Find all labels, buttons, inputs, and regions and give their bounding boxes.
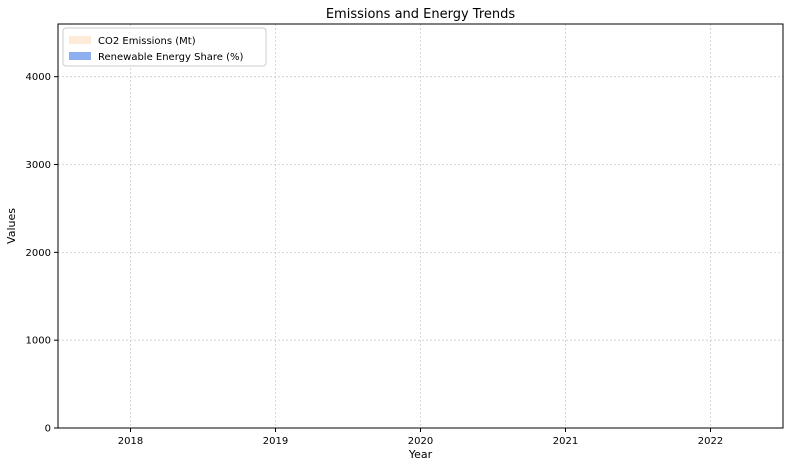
- x-tick-label: 2021: [553, 436, 578, 447]
- y-tick-label: 1000: [26, 336, 51, 347]
- legend-swatch: [69, 36, 91, 44]
- y-axis-label: Values: [5, 208, 18, 244]
- legend-box: [62, 27, 267, 67]
- legend: CO2 Emissions (Mt) Renewable Energy Share…: [62, 27, 267, 67]
- chart-title: Emissions and Energy Trends: [326, 7, 516, 22]
- x-axis-label: Year: [408, 448, 433, 461]
- legend-swatch: [69, 52, 91, 60]
- x-tick-label: 2019: [263, 436, 288, 447]
- grid-lines: [58, 24, 783, 428]
- x-tick-label: 2018: [118, 436, 143, 447]
- x-tick-label: 2020: [408, 436, 433, 447]
- legend-label: Renewable Energy Share (%): [98, 52, 244, 63]
- axes: 2018 2019 2020 2021 2022 0 1000 2000 3000 4000: [26, 23, 784, 447]
- x-tick-label: 2022: [698, 436, 723, 447]
- y-tick-label: 4000: [26, 72, 51, 83]
- y-tick-label: 3000: [26, 160, 51, 171]
- y-tick-label: 0: [45, 424, 51, 435]
- legend-label: CO2 Emissions (Mt): [98, 36, 196, 47]
- y-tick-label: 2000: [26, 248, 51, 259]
